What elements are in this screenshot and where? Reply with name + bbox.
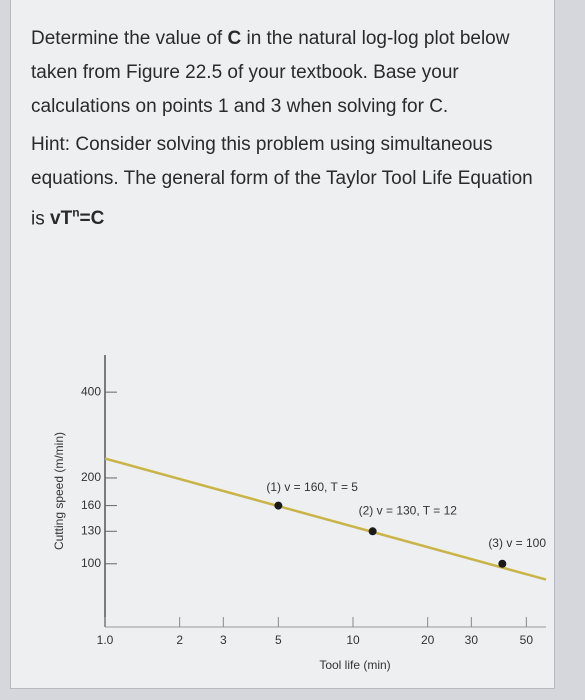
data-point <box>368 527 377 536</box>
point-label: (3) v = 100 <box>488 536 546 550</box>
x-tick-label: 1.0 <box>97 633 114 647</box>
question-bold: C <box>227 28 242 49</box>
x-tick-label: 20 <box>421 633 435 647</box>
question-card: Determine the value of C in the natural … <box>10 0 555 689</box>
x-tick-label: 3 <box>220 633 227 647</box>
equation: =C <box>79 208 105 230</box>
x-tick-label: 10 <box>346 633 360 647</box>
equation: vT <box>50 208 73 230</box>
x-tick-label: 50 <box>520 633 534 647</box>
point-label: (1) v = 160, T = 5 <box>266 480 358 494</box>
taylor-line <box>104 457 547 581</box>
question: Determine the value of C in the natural … <box>31 22 536 124</box>
y-axis-label: Cutting speed (m/min) <box>52 432 66 550</box>
x-tick-label: 5 <box>275 633 282 647</box>
y-tick-label: 130 <box>81 523 101 537</box>
x-tick-label: 30 <box>465 633 479 647</box>
data-point <box>274 501 283 510</box>
hint: Hint: Consider solving this problem usin… <box>31 128 536 236</box>
y-tick-label: 100 <box>81 556 101 570</box>
equation-exponent: n <box>72 206 80 220</box>
y-tick-label: 200 <box>81 470 101 484</box>
x-axis-label: Tool life (min) <box>319 658 390 672</box>
y-tick-label: 400 <box>81 384 101 398</box>
point-label: (2) v = 130, T = 12 <box>359 503 458 517</box>
y-tick-label: 160 <box>81 498 101 512</box>
data-point <box>498 559 507 568</box>
question-text: in the natural log-log plot below taken … <box>31 28 510 117</box>
question-text: Determine the value of <box>31 28 228 49</box>
chart: Cutting speed (m/min) Tool life (min) 10… <box>52 355 547 672</box>
x-tick-label: 2 <box>176 633 183 647</box>
hint-text: Hint: Consider solving this problem usin… <box>31 134 533 230</box>
